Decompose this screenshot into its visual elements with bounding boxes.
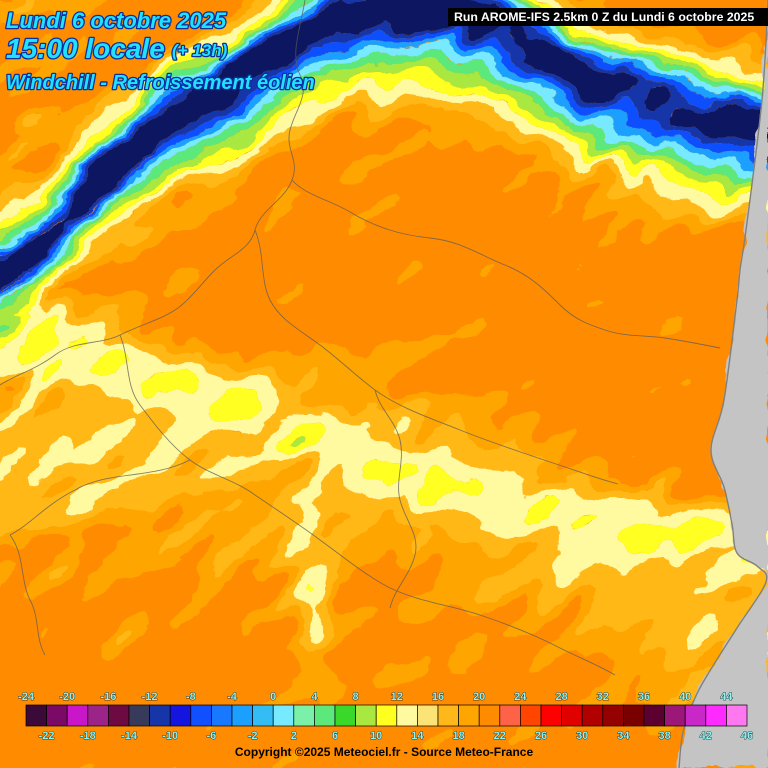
svg-text:-12: -12 (142, 691, 158, 703)
svg-text:20: 20 (473, 691, 485, 703)
svg-text:44: 44 (720, 691, 733, 703)
svg-text:18: 18 (452, 730, 464, 742)
svg-text:-16: -16 (100, 691, 116, 703)
svg-text:-18: -18 (80, 730, 96, 742)
svg-text:-4: -4 (227, 691, 238, 703)
svg-text:2: 2 (291, 730, 297, 742)
svg-text:-2: -2 (248, 730, 258, 742)
svg-text:46: 46 (741, 730, 753, 742)
svg-text:-6: -6 (207, 730, 217, 742)
svg-text:32: 32 (597, 691, 609, 703)
svg-text:22: 22 (494, 730, 506, 742)
svg-text:0: 0 (270, 691, 276, 703)
svg-text:42: 42 (700, 730, 712, 742)
svg-text:12: 12 (391, 691, 403, 703)
svg-text:16: 16 (432, 691, 444, 703)
svg-text:6: 6 (332, 730, 338, 742)
svg-text:-10: -10 (162, 730, 178, 742)
svg-text:28: 28 (555, 691, 567, 703)
svg-text:8: 8 (353, 691, 359, 703)
svg-text:-24: -24 (18, 691, 35, 703)
svg-text:14: 14 (411, 730, 424, 742)
svg-text:-20: -20 (59, 691, 75, 703)
svg-text:-14: -14 (121, 730, 138, 742)
svg-text:4: 4 (311, 691, 318, 703)
svg-text:24: 24 (514, 691, 527, 703)
svg-text:40: 40 (679, 691, 691, 703)
svg-text:36: 36 (638, 691, 650, 703)
svg-text:30: 30 (576, 730, 588, 742)
svg-text:10: 10 (370, 730, 382, 742)
svg-text:-8: -8 (186, 691, 196, 703)
svg-text:26: 26 (535, 730, 547, 742)
svg-text:38: 38 (658, 730, 670, 742)
svg-text:-22: -22 (39, 730, 55, 742)
svg-text:34: 34 (617, 730, 630, 742)
